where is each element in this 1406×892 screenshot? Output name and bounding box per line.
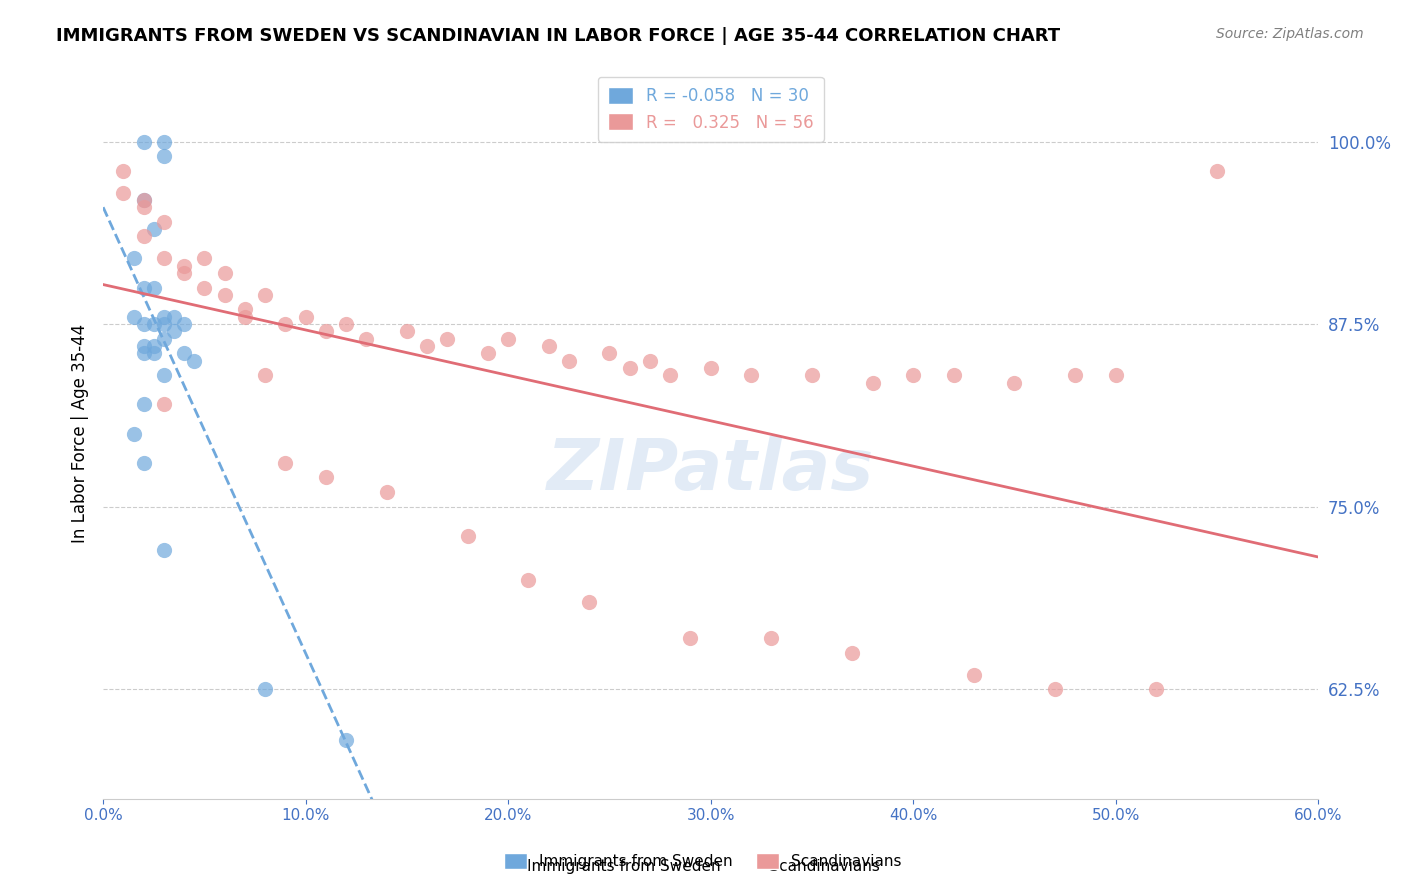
Point — [903, 368, 925, 383]
Point — [132, 200, 155, 214]
Point — [153, 332, 176, 346]
Point — [214, 288, 236, 302]
Point — [862, 376, 884, 390]
Point — [963, 667, 986, 681]
Point — [356, 332, 378, 346]
Point — [335, 317, 357, 331]
Point — [163, 310, 186, 324]
Legend: R = -0.058   N = 30, R =   0.325   N = 56: R = -0.058 N = 30, R = 0.325 N = 56 — [598, 77, 824, 142]
Point — [173, 259, 195, 273]
Point — [578, 594, 600, 608]
Text: Source: ZipAtlas.com: Source: ZipAtlas.com — [1216, 27, 1364, 41]
Point — [457, 529, 479, 543]
Point — [335, 733, 357, 747]
Point — [142, 222, 165, 236]
Point — [153, 310, 176, 324]
Point — [274, 456, 297, 470]
Point — [153, 368, 176, 383]
Text: Immigrants from Sweden          Scandinavians: Immigrants from Sweden Scandinavians — [527, 859, 879, 874]
Point — [619, 360, 641, 375]
Point — [132, 193, 155, 207]
Text: ZIPatlas: ZIPatlas — [547, 435, 875, 505]
Point — [183, 353, 205, 368]
Point — [537, 339, 560, 353]
Point — [122, 310, 145, 324]
Point — [112, 186, 135, 200]
Point — [214, 266, 236, 280]
Point — [699, 360, 721, 375]
Point — [153, 252, 176, 266]
Point — [193, 252, 215, 266]
Point — [395, 325, 418, 339]
Point — [142, 339, 165, 353]
Point — [942, 368, 965, 383]
Point — [132, 280, 155, 294]
Point — [122, 426, 145, 441]
Legend: Immigrants from Sweden, Scandinavians: Immigrants from Sweden, Scandinavians — [498, 847, 908, 875]
Text: IMMIGRANTS FROM SWEDEN VS SCANDINAVIAN IN LABOR FORCE | AGE 35-44 CORRELATION CH: IMMIGRANTS FROM SWEDEN VS SCANDINAVIAN I… — [56, 27, 1060, 45]
Point — [163, 325, 186, 339]
Point — [1004, 376, 1026, 390]
Point — [1105, 368, 1128, 383]
Point — [173, 266, 195, 280]
Point — [254, 368, 277, 383]
Point — [153, 397, 176, 411]
Point — [477, 346, 499, 360]
Point — [1206, 163, 1229, 178]
Point — [659, 368, 682, 383]
Point — [1064, 368, 1087, 383]
Y-axis label: In Labor Force | Age 35-44: In Labor Force | Age 35-44 — [72, 324, 89, 543]
Point — [153, 149, 176, 163]
Point — [132, 193, 155, 207]
Point — [153, 317, 176, 331]
Point — [294, 310, 316, 324]
Point — [1043, 682, 1066, 697]
Point — [598, 346, 620, 360]
Point — [416, 339, 439, 353]
Point — [132, 135, 155, 149]
Point — [142, 317, 165, 331]
Point — [132, 397, 155, 411]
Point — [142, 346, 165, 360]
Point — [436, 332, 458, 346]
Point — [153, 215, 176, 229]
Point — [233, 302, 256, 317]
Point — [761, 631, 783, 645]
Point — [132, 456, 155, 470]
Point — [679, 631, 702, 645]
Point — [153, 135, 176, 149]
Point — [173, 317, 195, 331]
Point — [274, 317, 297, 331]
Point — [132, 339, 155, 353]
Point — [315, 470, 337, 484]
Point — [193, 280, 215, 294]
Point — [142, 280, 165, 294]
Point — [801, 368, 824, 383]
Point — [254, 288, 277, 302]
Point — [254, 682, 277, 697]
Point — [517, 573, 540, 587]
Point — [132, 229, 155, 244]
Point — [740, 368, 762, 383]
Point — [841, 646, 863, 660]
Point — [112, 163, 135, 178]
Point — [132, 317, 155, 331]
Point — [315, 325, 337, 339]
Point — [1144, 682, 1167, 697]
Point — [496, 332, 519, 346]
Point — [132, 346, 155, 360]
Point — [558, 353, 581, 368]
Point — [375, 485, 398, 500]
Point — [638, 353, 661, 368]
Point — [233, 310, 256, 324]
Point — [153, 543, 176, 558]
Point — [173, 346, 195, 360]
Point — [122, 252, 145, 266]
